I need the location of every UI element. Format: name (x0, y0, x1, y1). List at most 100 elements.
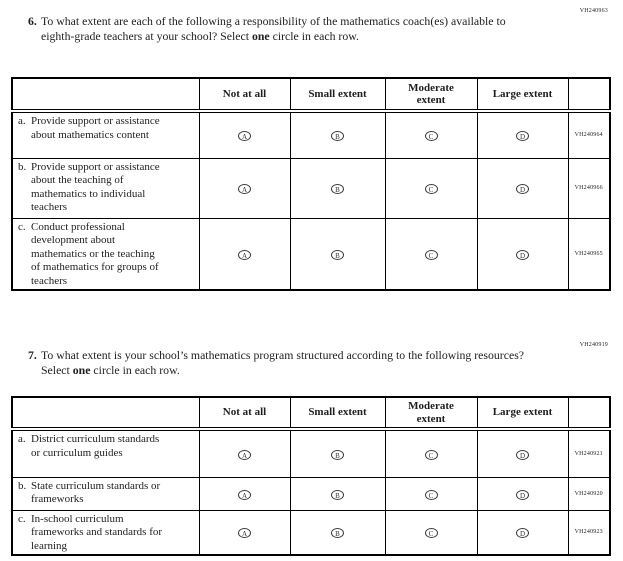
bubble-a[interactable]: A (238, 249, 251, 260)
bubble-d[interactable]: D (516, 184, 529, 194)
row-accession-code: VH240923 (567, 509, 611, 556)
bubble-a[interactable]: A (238, 489, 251, 500)
question-6-text: To what extent are each of the following… (41, 14, 538, 44)
row-label: In-school curriculum frameworks and stan… (31, 512, 163, 552)
bubble-c[interactable]: C (424, 184, 438, 194)
bubble-b[interactable]: B (331, 184, 344, 194)
row-label-cell: a. Provide support or assistance about m… (11, 110, 200, 159)
table-row-q6b: b. Provide support or assistance about t… (11, 157, 611, 219)
row-letter: a. (18, 433, 26, 445)
row-letter: b. (18, 479, 27, 492)
option-cell-moderate-extent: C (384, 157, 478, 219)
question-6-table: Not at all Small extent Moderate extent … (11, 77, 611, 291)
column-header-large-extent: Large extent (476, 77, 569, 113)
bubble-d[interactable]: D (516, 249, 529, 260)
column-header-large-extent: Large extent (476, 396, 569, 431)
row-label-cell: c. Conduct professional development abou… (11, 217, 200, 291)
bubble-d[interactable]: D (516, 528, 529, 539)
option-cell-moderate-extent: C (384, 217, 478, 291)
table-row-q7c: c. In-school curriculum frameworks and s… (11, 509, 611, 556)
option-cell-small-extent: B (289, 428, 386, 478)
option-cell-moderate-extent: C (384, 428, 478, 478)
bubble-b[interactable]: B (331, 489, 344, 500)
option-cell-large-extent: D (476, 110, 569, 159)
option-cell-small-extent: B (289, 110, 386, 159)
question-7-text: To what extent is your school’s mathemat… (41, 348, 538, 378)
row-accession-code: VH240964 (567, 110, 611, 159)
question-6: 6. To what extent are each of the follow… (28, 14, 538, 44)
question-6-text-bold: one (251, 29, 270, 43)
bubble-b[interactable]: B (331, 249, 344, 260)
bubble-d[interactable]: D (516, 449, 529, 460)
bubble-a[interactable]: A (238, 528, 251, 539)
option-cell-moderate-extent: C (384, 110, 478, 159)
option-cell-not-at-all: A (198, 157, 291, 219)
bubble-b[interactable]: B (331, 449, 344, 460)
option-cell-not-at-all: A (198, 476, 291, 511)
question-6-text-pre: To what extent are each of the following… (41, 14, 506, 43)
bubble-c[interactable]: C (424, 449, 438, 460)
table-row-q7a: a. District curriculum standards or curr… (11, 428, 611, 478)
row-label: Provide support or assistance about the … (31, 160, 160, 214)
bubble-d[interactable]: D (516, 489, 529, 500)
question-6-number: 6. (28, 14, 37, 28)
bubble-a[interactable]: A (238, 184, 251, 194)
option-cell-not-at-all: A (198, 217, 291, 291)
column-header-moderate-extent: Moderate extent (384, 77, 478, 113)
bubble-a[interactable]: A (238, 131, 251, 142)
column-header-blank (11, 77, 200, 113)
table-row-q6a: a. Provide support or assistance about m… (11, 110, 611, 159)
row-label-cell: c. In-school curriculum frameworks and s… (11, 509, 200, 556)
column-header-code (567, 77, 611, 113)
option-cell-not-at-all: A (198, 110, 291, 159)
option-cell-moderate-extent: C (384, 509, 478, 556)
question-7-accession-code: VH240919 (579, 342, 608, 348)
bubble-c[interactable]: C (424, 489, 438, 500)
question-7-text-post: circle in each row. (90, 363, 180, 377)
row-letter: c. (18, 220, 26, 233)
row-label-cell: b. State curriculum standards or framewo… (11, 476, 200, 511)
bubble-a[interactable]: A (238, 449, 251, 460)
bubble-c[interactable]: C (424, 528, 438, 539)
option-cell-moderate-extent: C (384, 476, 478, 511)
row-accession-code: VH240965 (567, 217, 611, 291)
question-6-accession-code: VH240963 (579, 8, 608, 14)
bubble-b[interactable]: B (331, 528, 344, 539)
column-header-small-extent: Small extent (289, 77, 386, 113)
bubble-b[interactable]: B (331, 131, 344, 142)
option-cell-large-extent: D (476, 476, 569, 511)
row-label: Conduct professional development about m… (31, 220, 159, 287)
option-cell-small-extent: B (289, 509, 386, 556)
column-header-code (567, 396, 611, 431)
row-accession-code: VH240920 (567, 476, 611, 511)
column-header-not-at-all: Not at all (198, 77, 291, 113)
row-accession-code: VH240966 (567, 157, 611, 219)
header-row: Not at all Small extent Moderate extent … (11, 396, 611, 431)
row-letter: b. (18, 160, 27, 173)
table-row-q6c: c. Conduct professional development abou… (11, 217, 611, 291)
column-header-blank (11, 396, 200, 431)
option-cell-small-extent: B (289, 476, 386, 511)
bubble-c[interactable]: C (424, 249, 438, 260)
row-label-cell: b. Provide support or assistance about t… (11, 157, 200, 219)
option-cell-small-extent: B (289, 157, 386, 219)
option-cell-large-extent: D (476, 509, 569, 556)
option-cell-large-extent: D (476, 157, 569, 219)
table-row-q7b: b. State curriculum standards or framewo… (11, 476, 611, 511)
question-7-table: Not at all Small extent Moderate extent … (11, 396, 611, 556)
row-letter: a. (18, 115, 26, 127)
question-7-number: 7. (28, 348, 37, 362)
question-7-text-pre: To what extent is your school’s mathemat… (41, 348, 525, 377)
row-letter: c. (18, 512, 26, 525)
bubble-d[interactable]: D (516, 131, 529, 142)
column-header-not-at-all: Not at all (198, 396, 291, 431)
option-cell-not-at-all: A (198, 509, 291, 556)
row-accession-code: VH240921 (567, 428, 611, 478)
column-header-small-extent: Small extent (289, 396, 386, 431)
row-label: Provide support or assistance about math… (31, 115, 160, 141)
bubble-c[interactable]: C (424, 131, 438, 142)
row-label: State curriculum standards or frameworks (31, 479, 161, 506)
option-cell-large-extent: D (476, 428, 569, 478)
option-cell-not-at-all: A (198, 428, 291, 478)
